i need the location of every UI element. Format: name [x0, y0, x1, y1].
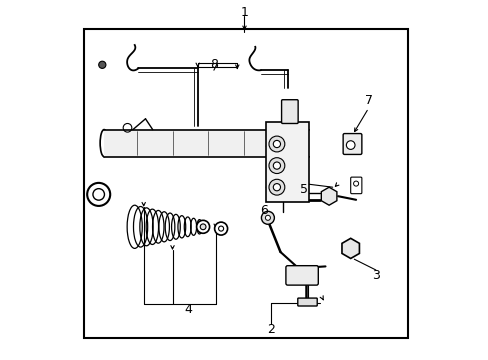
Text: 7: 7 — [364, 94, 372, 107]
Text: 5: 5 — [299, 183, 307, 195]
Polygon shape — [321, 187, 336, 205]
Circle shape — [87, 183, 110, 206]
Circle shape — [214, 222, 227, 235]
FancyBboxPatch shape — [350, 177, 361, 194]
Text: 6: 6 — [260, 204, 268, 217]
Bar — [104, 130, 309, 157]
FancyBboxPatch shape — [281, 100, 298, 123]
Text: 2: 2 — [267, 323, 275, 336]
FancyBboxPatch shape — [297, 298, 317, 306]
Circle shape — [93, 189, 104, 200]
Ellipse shape — [100, 130, 108, 157]
FancyBboxPatch shape — [265, 122, 309, 202]
Polygon shape — [341, 238, 359, 258]
Circle shape — [268, 179, 284, 195]
Circle shape — [196, 220, 209, 233]
Circle shape — [261, 211, 274, 224]
Circle shape — [268, 136, 284, 152]
Circle shape — [99, 61, 106, 68]
Circle shape — [200, 224, 205, 230]
FancyBboxPatch shape — [285, 266, 318, 285]
Circle shape — [353, 181, 358, 186]
FancyBboxPatch shape — [343, 134, 361, 154]
Ellipse shape — [111, 132, 115, 154]
Circle shape — [123, 123, 132, 132]
Circle shape — [268, 158, 284, 174]
Circle shape — [218, 226, 223, 231]
Text: 3: 3 — [371, 269, 379, 282]
Text: 1: 1 — [240, 6, 248, 19]
Circle shape — [273, 184, 280, 191]
Circle shape — [273, 162, 280, 169]
Circle shape — [273, 140, 280, 148]
Bar — [84, 29, 407, 338]
Text: 8: 8 — [209, 58, 218, 71]
Text: 4: 4 — [184, 303, 192, 316]
Circle shape — [346, 141, 354, 149]
Circle shape — [265, 215, 270, 220]
